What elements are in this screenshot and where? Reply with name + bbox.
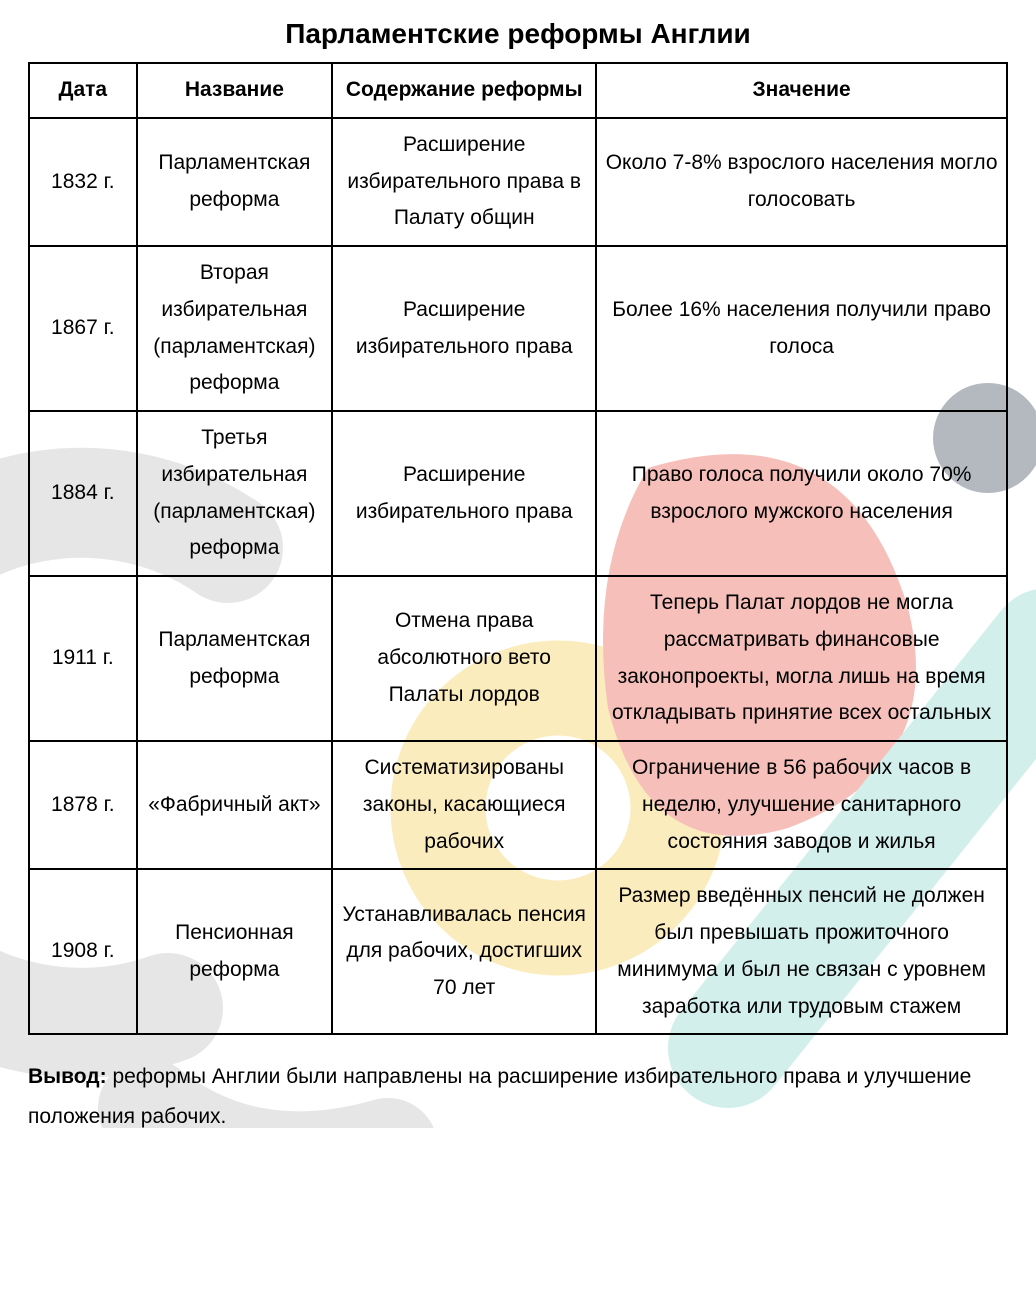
document-content: Парламентские реформы Англии Дата Назван… (28, 18, 1008, 1137)
cell-meaning: Размер введённых пенсий не должен был пр… (596, 869, 1007, 1034)
cell-name: «Фабричный акт» (137, 741, 333, 869)
col-header-date: Дата (29, 63, 137, 118)
cell-name: Парламентская реформа (137, 576, 333, 741)
table-row: 1908 г. Пенсионная реформа Устанавливала… (29, 869, 1007, 1034)
cell-meaning: Право голоса получили около 70% взрослог… (596, 411, 1007, 576)
conclusion-label: Вывод: (28, 1065, 107, 1088)
cell-content: Расширение избирательного права (332, 246, 596, 411)
cell-date: 1867 г. (29, 246, 137, 411)
conclusion-text: реформы Англии были направлены на расшир… (28, 1065, 971, 1128)
cell-name: Третья избирательная (парламентская) реф… (137, 411, 333, 576)
cell-content: Систематизированы законы, касающиеся раб… (332, 741, 596, 869)
cell-name: Парламентская реформа (137, 118, 333, 246)
page-title: Парламентские реформы Англии (28, 18, 1008, 50)
reforms-table: Дата Название Содержание реформы Значени… (28, 62, 1008, 1035)
table-row: 1911 г. Парламентская реформа Отмена пра… (29, 576, 1007, 741)
cell-content: Расширение избирательного права (332, 411, 596, 576)
cell-date: 1908 г. (29, 869, 137, 1034)
col-header-name: Название (137, 63, 333, 118)
table-row: 1832 г. Парламентская реформа Расширение… (29, 118, 1007, 246)
table-row: 1867 г. Вторая избирательная (парламентс… (29, 246, 1007, 411)
table-header-row: Дата Название Содержание реформы Значени… (29, 63, 1007, 118)
cell-name: Вторая избирательная (парламентская) реф… (137, 246, 333, 411)
cell-content: Отмена права абсолютного вето Палаты лор… (332, 576, 596, 741)
cell-date: 1832 г. (29, 118, 137, 246)
cell-meaning: Около 7-8% взрослого населения могло гол… (596, 118, 1007, 246)
cell-name: Пенсионная реформа (137, 869, 333, 1034)
cell-meaning: Теперь Палат лордов не могла рассматрива… (596, 576, 1007, 741)
cell-date: 1878 г. (29, 741, 137, 869)
cell-date: 1884 г. (29, 411, 137, 576)
cell-content: Устанавливалась пенсия для рабочих, дост… (332, 869, 596, 1034)
cell-date: 1911 г. (29, 576, 137, 741)
cell-meaning: Ограничение в 56 рабочих часов в неделю,… (596, 741, 1007, 869)
table-row: 1878 г. «Фабричный акт» Систематизирован… (29, 741, 1007, 869)
table-row: 1884 г. Третья избирательная (парламентс… (29, 411, 1007, 576)
cell-content: Расширение избирательного права в Палату… (332, 118, 596, 246)
cell-meaning: Более 16% населения получили право голос… (596, 246, 1007, 411)
col-header-content: Содержание реформы (332, 63, 596, 118)
col-header-meaning: Значение (596, 63, 1007, 118)
conclusion-paragraph: Вывод: реформы Англии были направлены на… (28, 1057, 1008, 1137)
